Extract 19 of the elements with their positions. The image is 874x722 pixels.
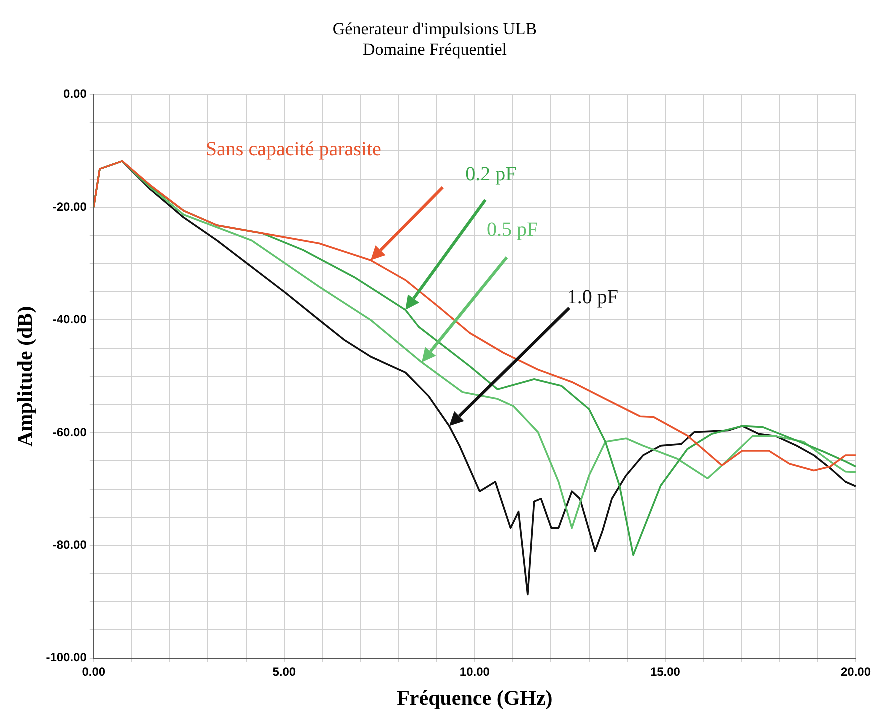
text: Sans capacité parasite: [206, 138, 382, 161]
chart-title: Génerateur d'impulsions ULB: [332, 20, 538, 39]
y-tick-label: -100.00: [46, 650, 88, 665]
x-tick-label: 10.00: [460, 664, 490, 679]
text: 1.0 pF: [567, 286, 619, 308]
chart-subtitle: Domaine Fréquentiel: [363, 40, 508, 60]
x-axis-title: Fréquence (GHz): [397, 686, 553, 710]
x-tick-label: 5.00: [272, 664, 296, 679]
text: 0.5 pF: [486, 218, 538, 241]
y-tick-label: 0.00: [64, 87, 88, 102]
text: 0.2 pF: [466, 163, 517, 186]
x-tick-label: 20.00: [840, 664, 872, 679]
y-tick-label: -80.00: [52, 538, 88, 552]
y-tick-label: -40.00: [52, 312, 88, 327]
y-tick-label: -60.00: [52, 425, 88, 440]
x-tick-label: 15.00: [650, 664, 681, 679]
x-tick-label: 0.00: [82, 664, 106, 679]
y-axis-title: Amplitude (dB): [13, 306, 38, 447]
y-tick-label: -20.00: [52, 200, 88, 214]
